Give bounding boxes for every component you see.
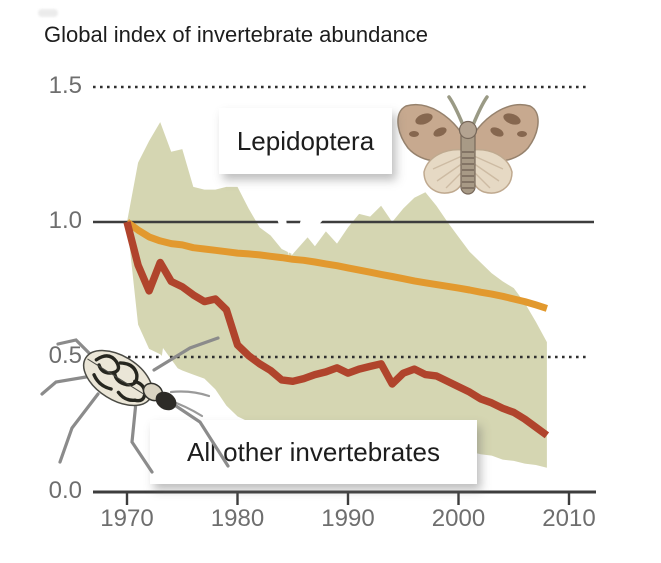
- lepidoptera-callout-pointer-right: [291, 175, 363, 256]
- x-tick-label-2000: 2000: [431, 505, 486, 532]
- beetle-head: [155, 391, 177, 411]
- moth-wing-mottling: [409, 113, 527, 137]
- others-label: All other invertebrates: [187, 436, 440, 467]
- x-tick-label-1990: 1990: [321, 505, 375, 532]
- y-tick-label-1-5: 1.5: [48, 72, 82, 99]
- y-tick-label-0-5: 0.5: [48, 342, 82, 369]
- x-tick-label-1970: 1970: [100, 505, 154, 532]
- others-line: [123, 221, 550, 439]
- moth-body-segments: [462, 151, 474, 189]
- x-axis-ticks: [125, 492, 571, 505]
- lepidoptera-label: Lepidoptera: [236, 125, 375, 156]
- lepidoptera-callout-pointer-left: [263, 175, 289, 256]
- lepidoptera-line: [124, 219, 548, 312]
- x-tick-label-2010: 2010: [542, 505, 596, 532]
- print-artifact: [38, 9, 58, 17]
- lepidoptera-label-callout: Lepidoptera: [219, 108, 392, 174]
- beetle-elytra: [82, 349, 154, 407]
- others-label-callout: All other invertebrates: [150, 420, 477, 484]
- moth-icon: [397, 95, 539, 195]
- y-tick-label-1-0: 1.0: [48, 207, 82, 234]
- beetle-icon: [40, 336, 230, 474]
- y-tick-label-0-0: 0.0: [48, 477, 82, 504]
- x-tick-label-1980: 1980: [210, 505, 265, 532]
- chart-title: Global index of invertebrate abundance: [44, 22, 429, 47]
